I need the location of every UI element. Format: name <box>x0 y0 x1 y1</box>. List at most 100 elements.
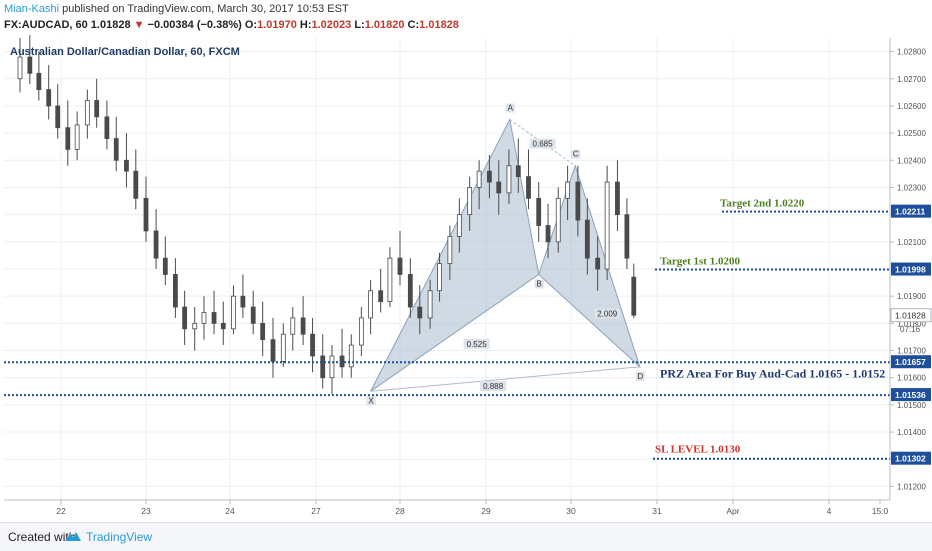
pattern-label-bg <box>635 371 645 381</box>
time-tick-label: Apr <box>726 506 739 516</box>
symbol-info: FX:AUDCAD, 60 1.01828 ▼ −0.00384 (−0.38%… <box>4 19 459 31</box>
time-tick-label: 24 <box>225 506 235 516</box>
price-tick-label: 1.02800 <box>897 48 926 57</box>
time-tick-label: 15:0 <box>872 506 889 516</box>
candle <box>172 274 178 308</box>
pattern-line-xd <box>370 366 640 392</box>
pattern-point-c: C <box>573 150 579 159</box>
candle <box>358 317 364 346</box>
candle <box>201 312 207 324</box>
symbol-label: FX:AUDCAD, 60 <box>4 19 88 31</box>
candle <box>565 181 570 199</box>
candle <box>387 257 393 303</box>
candle <box>17 56 23 80</box>
high-value: 1.02023 <box>311 19 352 31</box>
pattern-point-d: D <box>637 372 643 381</box>
candle <box>437 263 442 292</box>
candle <box>162 257 168 275</box>
countdown-label: 07:16 <box>900 325 921 334</box>
low-value: 1.01820 <box>364 19 405 31</box>
candle <box>427 290 433 319</box>
close-value: 1.01828 <box>419 19 459 31</box>
time-tick-label: 23 <box>141 506 151 516</box>
chart-title: Australian Dollar/Canadian Dollar, 60, F… <box>10 46 240 58</box>
current-price-box <box>890 308 932 323</box>
candle <box>290 317 296 335</box>
created-with-text: Created with <box>8 530 76 544</box>
tradingview-brand[interactable]: TradingView <box>86 530 153 544</box>
down-arrow-icon: ▼ <box>133 19 145 31</box>
candle <box>124 159 129 172</box>
time-tick-label: 30 <box>566 506 576 516</box>
footer: Created with TradingView <box>0 522 932 551</box>
ratio-label-bg <box>463 338 490 349</box>
annotation-label: PRZ Area For Buy Aud-Cad 1.0165 - 1.0152 <box>660 367 885 381</box>
ratio-label: 2.009 <box>597 310 618 319</box>
price-tick-label: 1.01200 <box>897 482 926 491</box>
price-tag-box <box>891 451 931 465</box>
candle <box>113 138 119 161</box>
ratio-label: 0.888 <box>483 382 504 391</box>
price-tick-label: 1.02400 <box>897 156 926 165</box>
candle <box>467 187 473 216</box>
price-tick-label: 1.02100 <box>897 238 926 247</box>
candle <box>182 306 188 330</box>
candle <box>133 170 139 199</box>
pattern-point-b: B <box>537 279 542 288</box>
author-link[interactable]: Mian-Kashi <box>4 3 60 15</box>
candle <box>595 257 601 270</box>
pattern-point-a: A <box>508 104 514 113</box>
candle <box>555 197 561 243</box>
price-tick-label: 1.02500 <box>897 129 926 138</box>
candle <box>55 105 61 129</box>
candle <box>476 170 482 188</box>
time-tick-label: 4 <box>827 506 832 516</box>
candle <box>74 124 80 150</box>
candle <box>65 127 71 150</box>
ratio-label-bg <box>529 138 556 149</box>
price-tag-box <box>891 355 931 369</box>
ratio-label-bg <box>594 308 621 319</box>
candle <box>320 355 326 379</box>
candle <box>368 290 374 319</box>
price-change: −0.00384 (−0.38%) <box>147 19 242 31</box>
price-tick-label: 1.01500 <box>897 401 926 410</box>
ratio-label-bg <box>480 381 507 392</box>
candle <box>417 306 423 319</box>
candle <box>84 100 90 126</box>
candle <box>604 181 610 270</box>
candle <box>310 333 315 357</box>
candle <box>260 322 266 341</box>
time-tick-label: 22 <box>56 506 66 516</box>
last-price: 1.01828 <box>90 19 131 31</box>
price-tag: 1.01536 <box>895 390 926 400</box>
price-tag-box <box>891 262 931 276</box>
candle <box>575 181 581 221</box>
time-tick-label: 29 <box>481 506 491 516</box>
price-tick-label: 1.01900 <box>897 292 926 301</box>
candle <box>94 100 100 118</box>
open-label: O: <box>244 19 258 31</box>
candle <box>624 214 630 259</box>
price-tick-label: 1.01600 <box>897 374 926 383</box>
candle <box>220 322 226 330</box>
time-tick-label: 27 <box>311 506 321 516</box>
price-tag: 1.02211 <box>895 207 926 217</box>
candle <box>36 72 42 91</box>
price-tag-box <box>891 388 931 402</box>
open-value: 1.01970 <box>257 19 297 31</box>
pattern-label-bg <box>505 103 515 113</box>
candle <box>456 214 462 237</box>
pattern-label-bg <box>534 279 544 289</box>
candle <box>153 230 159 259</box>
price-chart[interactable]: X A B C D 0.525 0.685 2.009 0.888 Target 2nd 1.02… <box>0 0 932 522</box>
candle <box>496 181 502 194</box>
candle <box>329 355 335 379</box>
candle <box>515 165 521 178</box>
candle <box>486 170 492 183</box>
candle <box>526 176 531 199</box>
price-tick-label: 1.01400 <box>897 428 926 437</box>
candle <box>348 344 354 368</box>
ratio-label: 0.685 <box>533 140 554 149</box>
price-tick-label: 1.02300 <box>897 183 926 192</box>
